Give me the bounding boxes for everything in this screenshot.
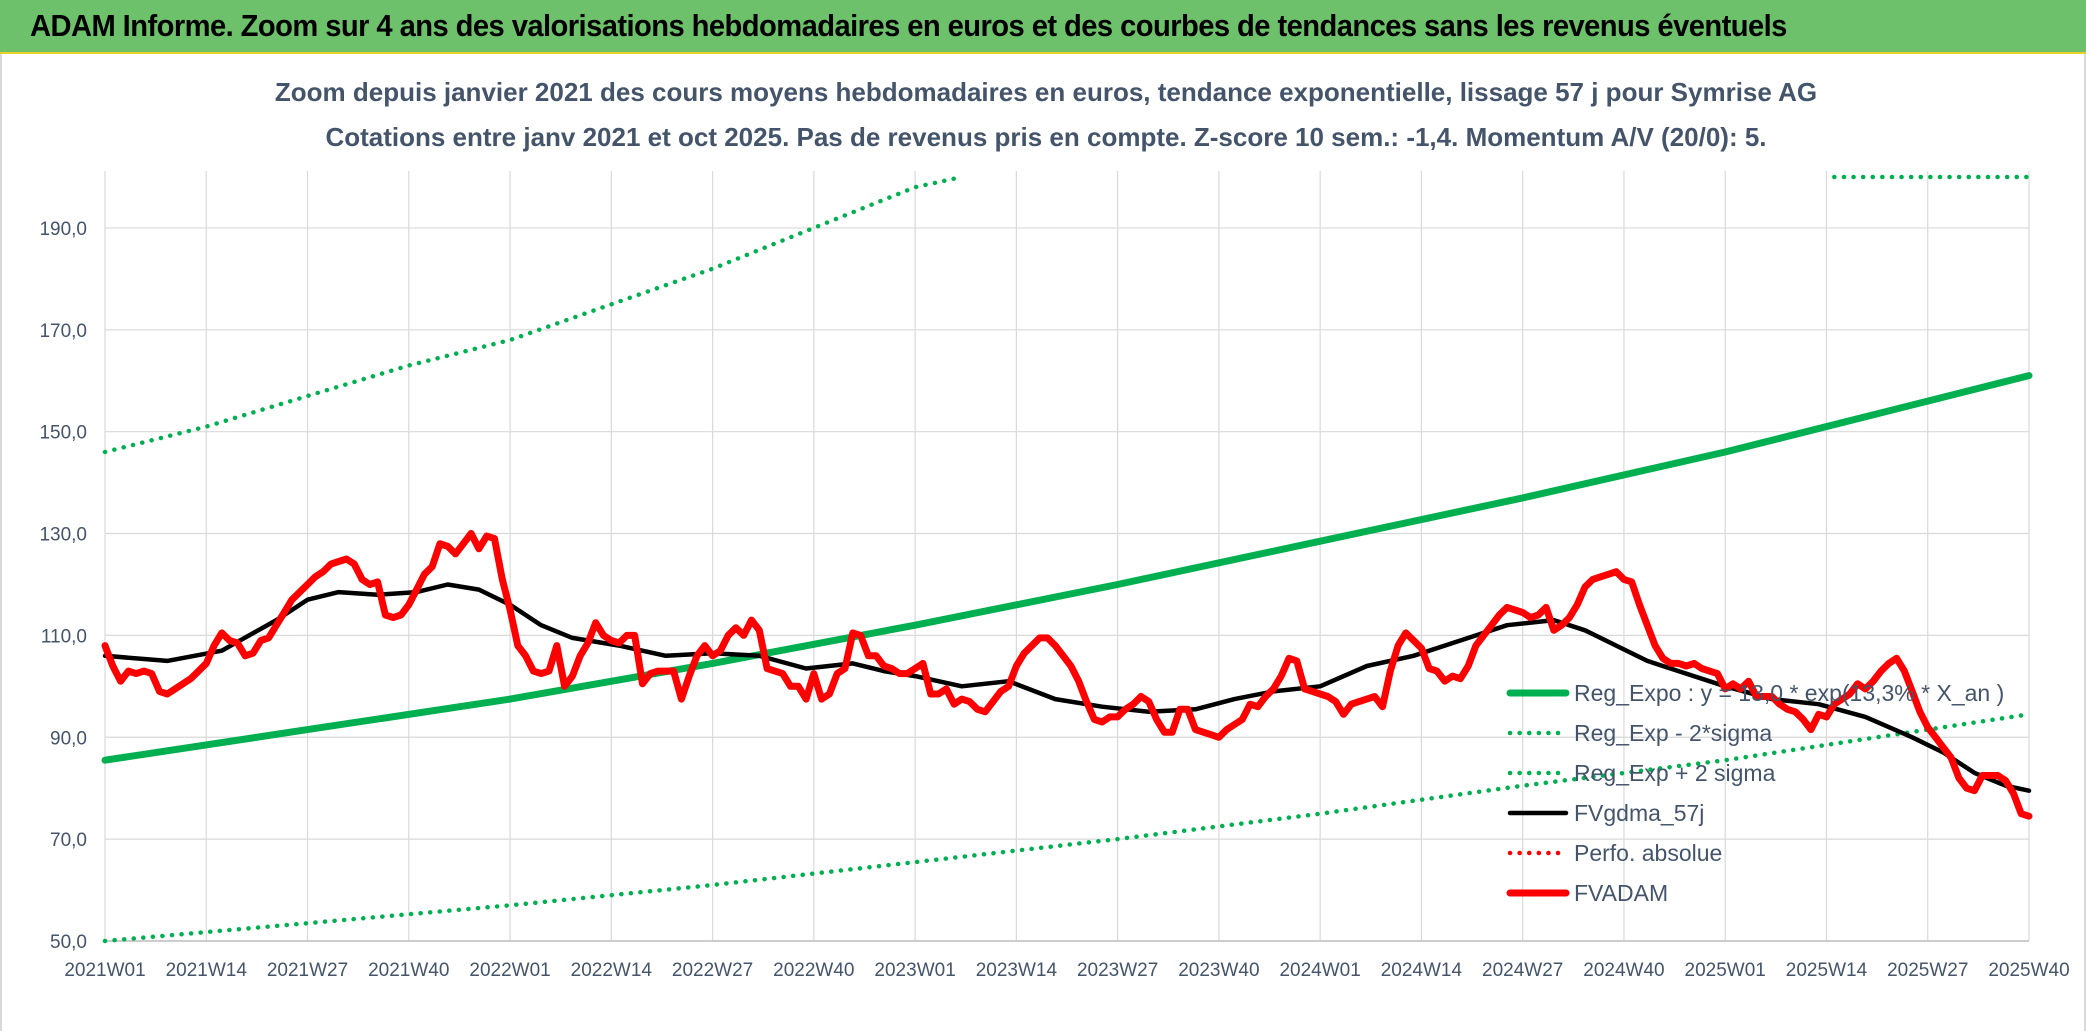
x-tick-label: 2021W40: [368, 960, 449, 981]
y-tick-label: 90,0: [50, 728, 87, 749]
y-axis: 50,0 70,0 90,0 110,0 130,0 150,0 170,0 190,0: [39, 219, 87, 953]
x-tick-label: 2023W27: [1077, 960, 1158, 981]
x-tick-label: 2022W14: [571, 960, 653, 981]
x-tick-label: 2024W27: [1482, 960, 1563, 981]
x-axis: 2021W01 2021W14 2021W27 2021W40 2022W01 2022W…: [64, 960, 2069, 981]
x-tick-label: 2024W40: [1583, 960, 1664, 981]
y-tick-label: 130,0: [39, 525, 87, 546]
series-layer: [101, 174, 2033, 944]
x-tick-label: 2025W27: [1887, 960, 1968, 981]
trend-chart: 50,0 70,0 90,0 110,0 130,0 150,0 170,0 190,0 20…: [39, 64, 2070, 981]
header-banner: ADAM Informe. Zoom sur 4 ans des valoris…: [0, 0, 2086, 54]
series-reg-expo-y-13-0-exp-13-3-x-an: [101, 372, 2033, 764]
chart-title: Zoom depuis janvier 2021 des cours moyen…: [275, 77, 1817, 107]
legend-label: Perfo. absolue: [1574, 840, 1722, 866]
x-tick-label: 2024W14: [1381, 960, 1463, 981]
y-tick-label: 150,0: [39, 423, 87, 444]
title-backdrop: [340, 64, 1760, 152]
chart-subtitle: Cotations entre janv 2021 et oct 2025. P…: [325, 122, 1766, 152]
series-reg-exp-2-sigma: [102, 174, 965, 455]
x-tick-label: 2023W01: [874, 960, 955, 981]
x-tick-label: 2025W14: [1786, 960, 1868, 981]
x-tick-label: 2024W01: [1279, 960, 1360, 981]
series-fvgdma-57j: [102, 582, 2032, 793]
y-tick-label: 190,0: [39, 219, 87, 240]
legend-label: Reg_Exp - 2*sigma: [1574, 720, 1772, 746]
legend-label: FVgdma_57j: [1574, 800, 1704, 826]
grid: [104, 171, 2030, 942]
report-title: ADAM Informe. Zoom sur 4 ans des valoris…: [30, 8, 1787, 43]
x-tick-label: 2025W40: [1988, 960, 2069, 981]
chart-frame: 50,0 70,0 90,0 110,0 130,0 150,0 170,0 190,0 20…: [0, 54, 2086, 1031]
x-tick-label: 2021W14: [166, 960, 248, 981]
legend: Reg_Expo : y = 13,0 * exp(13,3% * X_an )…: [1506, 680, 2004, 906]
y-tick-label: 70,0: [50, 830, 87, 851]
legend-label: Reg_Expo : y = 13,0 * exp(13,3% * X_an ): [1574, 680, 2004, 706]
x-tick-label: 2023W40: [1178, 960, 1259, 981]
x-tick-label: 2022W40: [773, 960, 854, 981]
y-tick-label: 110,0: [41, 626, 87, 647]
legend-label: Reg_Exp + 2 sigma: [1574, 760, 1776, 786]
x-tick-label: 2021W01: [64, 960, 145, 981]
x-tick-label: 2022W27: [672, 960, 753, 981]
x-tick-label: 2023W14: [976, 960, 1058, 981]
x-tick-label: 2022W01: [469, 960, 550, 981]
y-tick-label: 170,0: [39, 321, 87, 342]
series-fvadam: [101, 530, 2033, 820]
x-tick-label: 2021W27: [267, 960, 348, 981]
y-tick-label: 50,0: [50, 932, 87, 953]
series-reg-exp-2-sigma: [102, 712, 2032, 944]
legend-label: FVADAM: [1574, 880, 1668, 906]
x-tick-label: 2025W01: [1685, 960, 1766, 981]
